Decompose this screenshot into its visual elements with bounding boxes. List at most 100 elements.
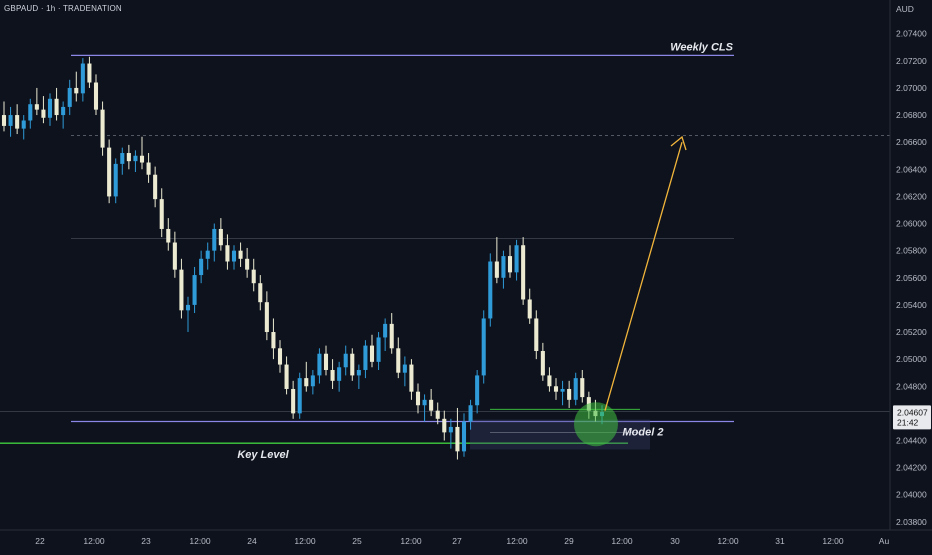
- candle-body: [310, 375, 315, 387]
- candle-body: [54, 98, 59, 116]
- price-tick-label: 2.06200: [896, 191, 927, 201]
- candle-body: [560, 388, 565, 392]
- candle-body: [481, 318, 486, 376]
- candle-body: [369, 345, 375, 362]
- candle-body: [488, 261, 493, 319]
- price-tick-label: 2.06000: [896, 219, 927, 229]
- time-label: 12:00: [400, 536, 422, 546]
- price-axis-panel: [890, 0, 932, 550]
- candle-body: [567, 388, 572, 400]
- candle-body: [291, 388, 296, 414]
- candle-body: [415, 391, 421, 406]
- candle-body: [409, 364, 414, 392]
- time-label: 12:00: [189, 536, 211, 546]
- candle-body: [343, 353, 348, 368]
- candle-body: [41, 109, 46, 118]
- candle-body: [8, 115, 13, 126]
- candle-body: [15, 115, 20, 129]
- time-label: 22: [35, 536, 45, 546]
- time-label: 29: [564, 536, 574, 546]
- candle-body: [297, 378, 302, 414]
- candle-body: [113, 163, 118, 197]
- candle-body: [540, 351, 545, 376]
- candle-body: [179, 269, 184, 311]
- weekly-cls-label: Weekly CLS: [670, 41, 733, 53]
- candle-body: [547, 375, 552, 387]
- candle-body: [21, 120, 26, 129]
- candle-body: [356, 369, 361, 376]
- projection-arrow-head: [670, 135, 687, 151]
- price-tick-label: 2.04200: [896, 463, 927, 473]
- candle-body: [461, 421, 467, 452]
- candle-body: [120, 153, 125, 164]
- candle-body: [553, 386, 559, 392]
- candle-body: [146, 162, 151, 175]
- candle-body: [126, 153, 131, 162]
- time-label: 31: [775, 536, 785, 546]
- candle-body: [264, 302, 269, 333]
- candle-body: [93, 82, 99, 110]
- time-label: 27: [452, 536, 462, 546]
- candle-body: [350, 353, 355, 376]
- price-tick-label: 2.05000: [896, 354, 927, 364]
- candle-body: [218, 228, 223, 246]
- time-label: 12:00: [294, 536, 316, 546]
- price-tick-label: 2.07000: [896, 83, 927, 93]
- candle-body: [251, 269, 256, 284]
- candle-body: [212, 228, 217, 251]
- price-tick-label: 2.04400: [896, 436, 927, 446]
- candle-body: [271, 332, 276, 349]
- price-tick-label: 2.05600: [896, 273, 927, 283]
- candle-body: [383, 323, 388, 338]
- candle-body: [61, 106, 66, 116]
- candle-body: [475, 375, 480, 406]
- candle-body: [100, 109, 105, 148]
- candle-body: [231, 250, 237, 262]
- candle-body: [422, 399, 427, 406]
- candle-body: [172, 242, 177, 270]
- candle-body: [402, 364, 407, 373]
- currency-label: AUD: [896, 4, 914, 14]
- time-label: 12:00: [83, 536, 105, 546]
- candle-body: [74, 87, 79, 94]
- candle-body: [277, 348, 283, 365]
- candle-body: [435, 410, 440, 419]
- candle-body: [396, 348, 401, 373]
- model-2-circle: [574, 402, 618, 447]
- candle-body: [199, 258, 204, 276]
- candle-body: [192, 275, 197, 305]
- key-level-label: Key Level: [237, 449, 289, 461]
- candle-body: [238, 250, 243, 259]
- candle-body: [337, 367, 342, 381]
- price-tick-label: 2.06800: [896, 110, 927, 120]
- price-tick-label: 2.05200: [896, 327, 927, 337]
- candle-body: [185, 304, 191, 311]
- candle-body: [133, 155, 138, 162]
- current-price-value: 2.04607: [897, 407, 928, 417]
- time-label: 25: [352, 536, 362, 546]
- projection-arrow-line: [604, 141, 683, 411]
- candle-body: [67, 87, 72, 107]
- candle-body: [521, 245, 526, 300]
- candle-body: [87, 63, 92, 83]
- candle-body: [153, 174, 158, 200]
- symbol-header: GBPAUD · 1h · TRADENATION: [4, 4, 122, 13]
- price-tick-label: 2.06600: [896, 137, 927, 147]
- price-tick-label: 2.04000: [896, 490, 927, 500]
- time-label: Au: [879, 536, 890, 546]
- candle-body: [376, 337, 381, 362]
- candle-body: [363, 345, 368, 370]
- price-tick-label: 2.03800: [896, 517, 927, 527]
- candle-body: [323, 353, 329, 370]
- candle-body: [47, 98, 53, 118]
- candle-body: [507, 256, 513, 273]
- time-label: 24: [247, 536, 257, 546]
- candle-body: [514, 245, 519, 273]
- candle-body: [258, 283, 263, 303]
- candle-body: [80, 63, 85, 94]
- candle-body: [429, 399, 434, 411]
- candle-body: [166, 228, 171, 243]
- candle-body: [494, 261, 499, 278]
